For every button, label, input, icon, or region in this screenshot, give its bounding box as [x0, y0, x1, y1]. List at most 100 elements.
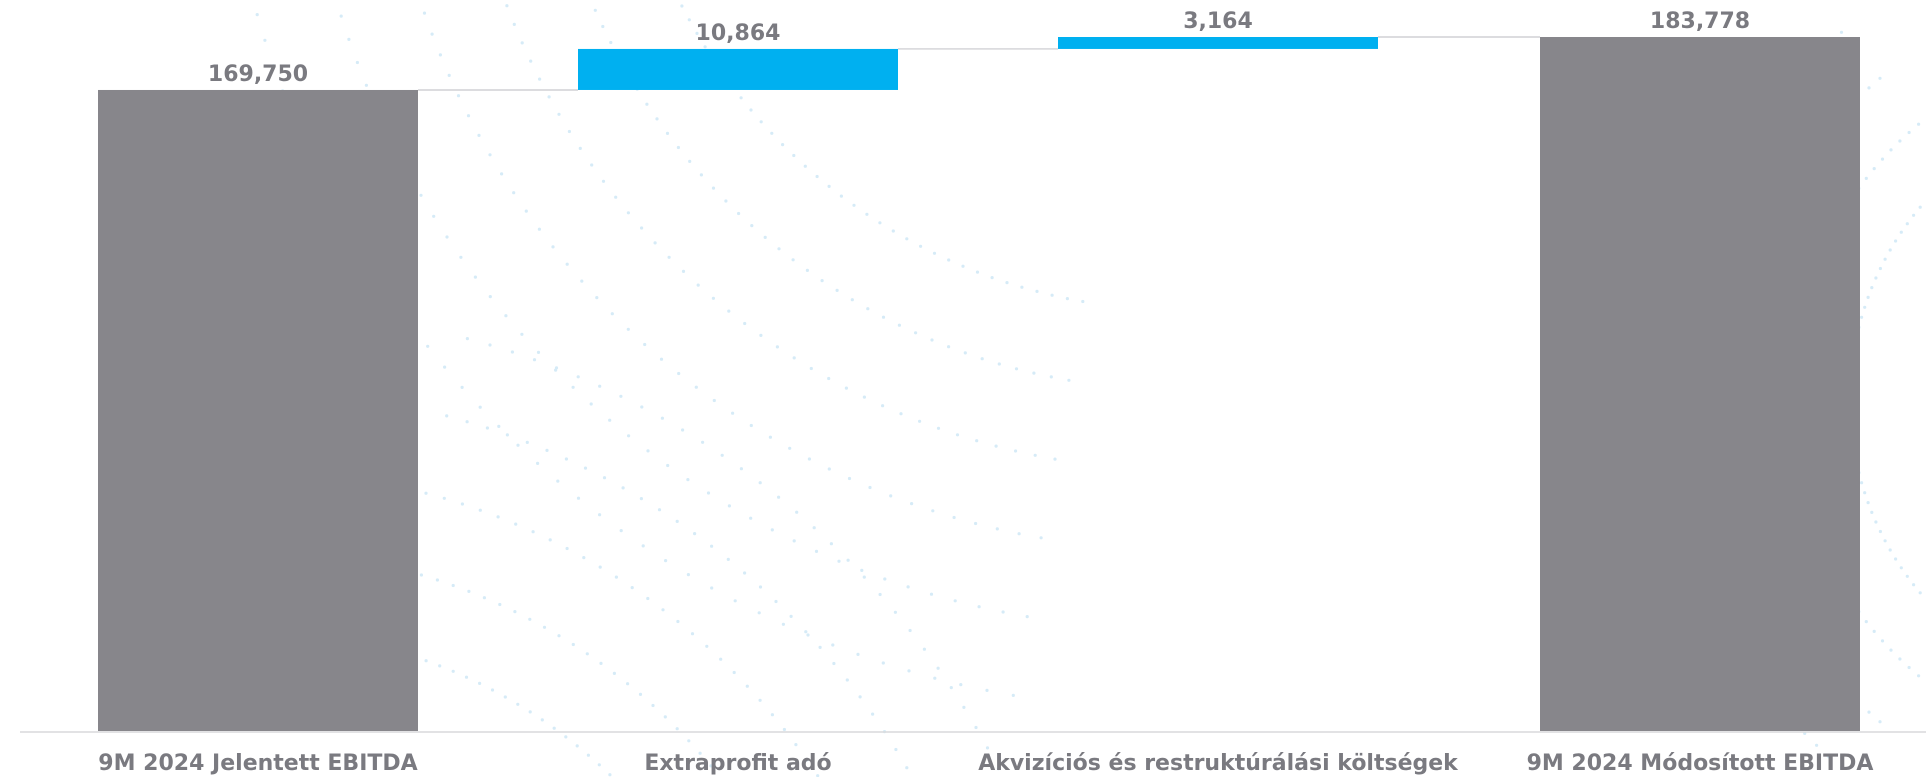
- background-dot: [438, 664, 442, 668]
- background-dot: [601, 179, 606, 183]
- background-dot: [889, 494, 893, 498]
- background-dot: [862, 575, 866, 579]
- background-dot: [805, 268, 810, 272]
- background-dot: [505, 4, 509, 8]
- background-dot: [447, 73, 451, 77]
- background-dot: [496, 515, 500, 519]
- background-dot: [1025, 615, 1029, 619]
- background-dot: [686, 573, 691, 577]
- background-dot: [878, 592, 882, 597]
- background-dot: [445, 414, 449, 418]
- background-dot: [961, 264, 965, 268]
- background-dot: [974, 521, 978, 526]
- background-dot: [1081, 299, 1085, 304]
- background-dot: [339, 14, 343, 18]
- background-dot: [655, 117, 659, 121]
- background-dot: [705, 644, 709, 648]
- background-dot: [585, 652, 589, 656]
- background-dot: [528, 617, 532, 621]
- background-dot: [1889, 148, 1893, 152]
- background-dot: [1033, 453, 1037, 457]
- background-dot: [770, 713, 775, 717]
- background-dot: [687, 739, 691, 743]
- background-dot: [856, 652, 860, 657]
- background-dot: [467, 589, 471, 594]
- background-dot: [1860, 315, 1864, 319]
- background-dot: [430, 32, 434, 36]
- background-dot: [1020, 285, 1024, 289]
- background-dot: [985, 688, 989, 693]
- background-dot: [551, 245, 555, 249]
- background-dot: [630, 586, 634, 590]
- background-dot: [871, 712, 875, 716]
- background-dot: [488, 343, 492, 347]
- background-dot: [542, 625, 547, 629]
- background-dot: [1889, 648, 1893, 652]
- background-dot: [532, 358, 537, 362]
- background-dot: [949, 686, 953, 690]
- background-dot: [438, 53, 442, 57]
- background-dot: [598, 565, 602, 569]
- background-dot: [953, 599, 957, 603]
- background-dot: [696, 283, 700, 287]
- background-dot: [677, 371, 681, 376]
- background-dot: [598, 384, 602, 388]
- background-dot: [664, 559, 668, 563]
- background-dot: [829, 542, 834, 546]
- background-dot: [1050, 293, 1054, 297]
- background-dot: [586, 753, 591, 757]
- background-dot: [827, 467, 831, 471]
- background-dot: [792, 356, 796, 360]
- background-dot: [1067, 378, 1071, 382]
- background-dot: [597, 763, 601, 767]
- background-dot: [770, 528, 774, 532]
- background-dot: [422, 11, 427, 15]
- background-dot: [675, 727, 679, 731]
- background-dot: [759, 120, 763, 124]
- background-dot: [891, 229, 895, 233]
- background-dot: [931, 509, 935, 513]
- background-dot: [858, 695, 862, 699]
- background-dot: [910, 502, 914, 506]
- background-dot: [905, 766, 909, 770]
- background-dot: [908, 628, 912, 633]
- background-dot: [582, 556, 586, 560]
- background-dot: [571, 385, 575, 389]
- background-dot: [661, 608, 665, 612]
- background-dot: [758, 698, 762, 702]
- background-dot: [514, 522, 518, 526]
- background-dot: [845, 678, 849, 682]
- background-dot: [643, 342, 647, 347]
- background-dot: [565, 546, 569, 551]
- background-dot: [816, 774, 820, 777]
- background-dot: [750, 224, 754, 228]
- background-dot: [1907, 665, 1911, 670]
- background-dot: [1867, 86, 1871, 90]
- background-dot: [536, 350, 541, 354]
- background-dot: [990, 276, 994, 280]
- background-dot: [626, 327, 630, 331]
- background-dot: [598, 513, 602, 517]
- background-dot: [608, 418, 612, 422]
- background-dot: [789, 614, 793, 619]
- background-dot: [478, 681, 482, 686]
- background-dot: [465, 420, 469, 424]
- value-label: 183,778: [1650, 9, 1750, 34]
- background-dot: [510, 350, 514, 354]
- background-dot: [812, 526, 816, 530]
- category-label: Extraprofit adó: [644, 751, 831, 776]
- background-dot: [520, 332, 524, 336]
- bar-extraprofit-ado: [578, 48, 898, 90]
- background-dot: [516, 443, 520, 447]
- background-dot: [865, 212, 869, 216]
- background-dot: [524, 209, 528, 213]
- background-dot: [792, 153, 796, 158]
- background-dot: [814, 549, 819, 554]
- background-dot: [1017, 532, 1021, 536]
- background-dot: [1907, 130, 1911, 135]
- background-dot: [540, 718, 544, 722]
- background-dot: [1878, 76, 1882, 80]
- background-dot: [720, 453, 724, 457]
- background-dot: [538, 77, 542, 81]
- background-dot: [914, 331, 918, 335]
